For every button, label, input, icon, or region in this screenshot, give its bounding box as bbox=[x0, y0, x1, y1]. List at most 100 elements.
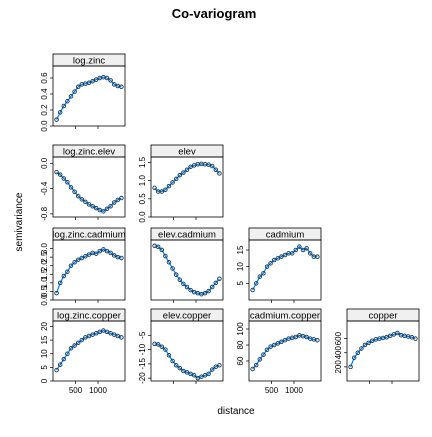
data-point bbox=[217, 171, 222, 176]
x-tick-label: 1000 bbox=[285, 386, 303, 395]
data-point bbox=[206, 162, 211, 167]
data-point bbox=[366, 340, 371, 346]
series-line bbox=[252, 245, 318, 291]
data-point bbox=[104, 75, 110, 81]
data-point bbox=[213, 364, 219, 369]
data-point bbox=[57, 172, 63, 177]
data-point bbox=[54, 290, 59, 296]
y-tick-label: 0.0 bbox=[40, 120, 49, 132]
data-point bbox=[75, 257, 81, 262]
data-point bbox=[57, 110, 63, 115]
data-point bbox=[195, 375, 201, 381]
y-tick-label: 1.5 bbox=[138, 156, 147, 168]
data-point bbox=[75, 193, 81, 199]
data-point bbox=[209, 367, 215, 372]
data-point bbox=[72, 189, 77, 194]
data-point bbox=[181, 281, 186, 287]
data-point bbox=[271, 257, 277, 263]
data-point bbox=[188, 287, 193, 293]
y-tick-label: 3.0 bbox=[40, 242, 49, 254]
panel-group: log.zinc 0.0 0.2 0.4 0.6 log.zinc.elev 0.0 -0.4… bbox=[40, 53, 420, 395]
y-tick-label: 0.5 bbox=[138, 193, 147, 205]
data-point bbox=[93, 77, 99, 82]
y-tick-label: -20 bbox=[138, 372, 147, 384]
panel-frame bbox=[248, 239, 322, 301]
data-point bbox=[90, 204, 95, 209]
x-tick-label: 1000 bbox=[89, 386, 107, 395]
series-line bbox=[350, 332, 416, 368]
data-point bbox=[177, 277, 183, 283]
y-tick-label: 20 bbox=[40, 321, 49, 330]
data-point bbox=[111, 332, 117, 337]
data-point bbox=[250, 287, 255, 293]
x-axis-label: distance bbox=[217, 406, 255, 417]
data-point bbox=[115, 197, 121, 203]
data-point bbox=[93, 251, 99, 256]
panel-frame bbox=[248, 320, 322, 382]
data-point bbox=[54, 367, 59, 373]
y-tick-label: 15 bbox=[236, 245, 245, 254]
data-point bbox=[65, 98, 70, 104]
data-point bbox=[206, 288, 211, 294]
panel-frame bbox=[52, 65, 126, 127]
data-point bbox=[68, 94, 74, 99]
data-point bbox=[359, 346, 364, 351]
data-point bbox=[304, 246, 309, 251]
y-tick-label: 1.0 bbox=[138, 175, 147, 187]
data-point bbox=[108, 250, 113, 256]
data-point bbox=[384, 334, 389, 340]
data-point bbox=[75, 340, 81, 346]
panel-strip-label: log.zinc.cadmium bbox=[52, 230, 125, 241]
series-line bbox=[252, 334, 318, 370]
data-point bbox=[83, 335, 88, 340]
data-point bbox=[173, 363, 179, 368]
data-point bbox=[90, 332, 95, 337]
data-point bbox=[282, 337, 288, 343]
data-point bbox=[159, 247, 165, 253]
data-point bbox=[395, 330, 400, 336]
data-point bbox=[170, 266, 175, 271]
panel-strip-label: cadmium bbox=[266, 230, 305, 241]
data-point bbox=[293, 247, 299, 253]
data-point bbox=[217, 363, 222, 368]
data-point bbox=[101, 247, 106, 252]
data-point bbox=[111, 200, 117, 205]
data-point bbox=[170, 180, 175, 185]
y-tick-label: -5 bbox=[138, 331, 147, 339]
data-point bbox=[199, 374, 204, 379]
panel-frame bbox=[150, 156, 224, 218]
data-point bbox=[104, 206, 110, 212]
panel-strip-label: log.zinc.elev bbox=[63, 147, 116, 158]
data-point bbox=[65, 180, 70, 185]
data-point bbox=[119, 195, 124, 201]
series-line bbox=[154, 163, 220, 193]
panel-log-zinc-elev: log.zinc.elev 0.0 -0.4 -0.8 bbox=[40, 144, 126, 221]
data-point bbox=[409, 334, 415, 340]
data-point bbox=[111, 82, 117, 87]
data-point bbox=[72, 260, 77, 265]
data-point bbox=[275, 256, 281, 261]
data-point bbox=[184, 370, 190, 375]
data-point bbox=[97, 248, 103, 254]
data-point bbox=[72, 343, 77, 348]
data-point bbox=[163, 253, 168, 259]
series-line bbox=[56, 329, 122, 371]
panel-frame bbox=[52, 320, 126, 382]
panel-log-zinc-cadmium: log.zinc.cadmium 0.00.51.01.52.02.53.0 bbox=[40, 227, 126, 306]
data-point bbox=[68, 185, 74, 190]
data-point bbox=[86, 202, 92, 207]
data-point bbox=[271, 342, 277, 348]
x-tick-label: 500 bbox=[265, 386, 279, 395]
y-tick-label: 600 bbox=[334, 331, 343, 345]
data-point bbox=[391, 332, 397, 337]
data-point bbox=[261, 352, 266, 357]
data-point bbox=[206, 371, 211, 377]
series-line bbox=[56, 171, 122, 212]
data-point bbox=[54, 169, 59, 175]
y-tick-label: 1.5 bbox=[40, 268, 49, 280]
data-point bbox=[257, 274, 263, 279]
y-tick-label: 10 bbox=[40, 349, 49, 358]
data-point bbox=[300, 247, 306, 253]
y-tick-label: -10 bbox=[138, 343, 147, 355]
